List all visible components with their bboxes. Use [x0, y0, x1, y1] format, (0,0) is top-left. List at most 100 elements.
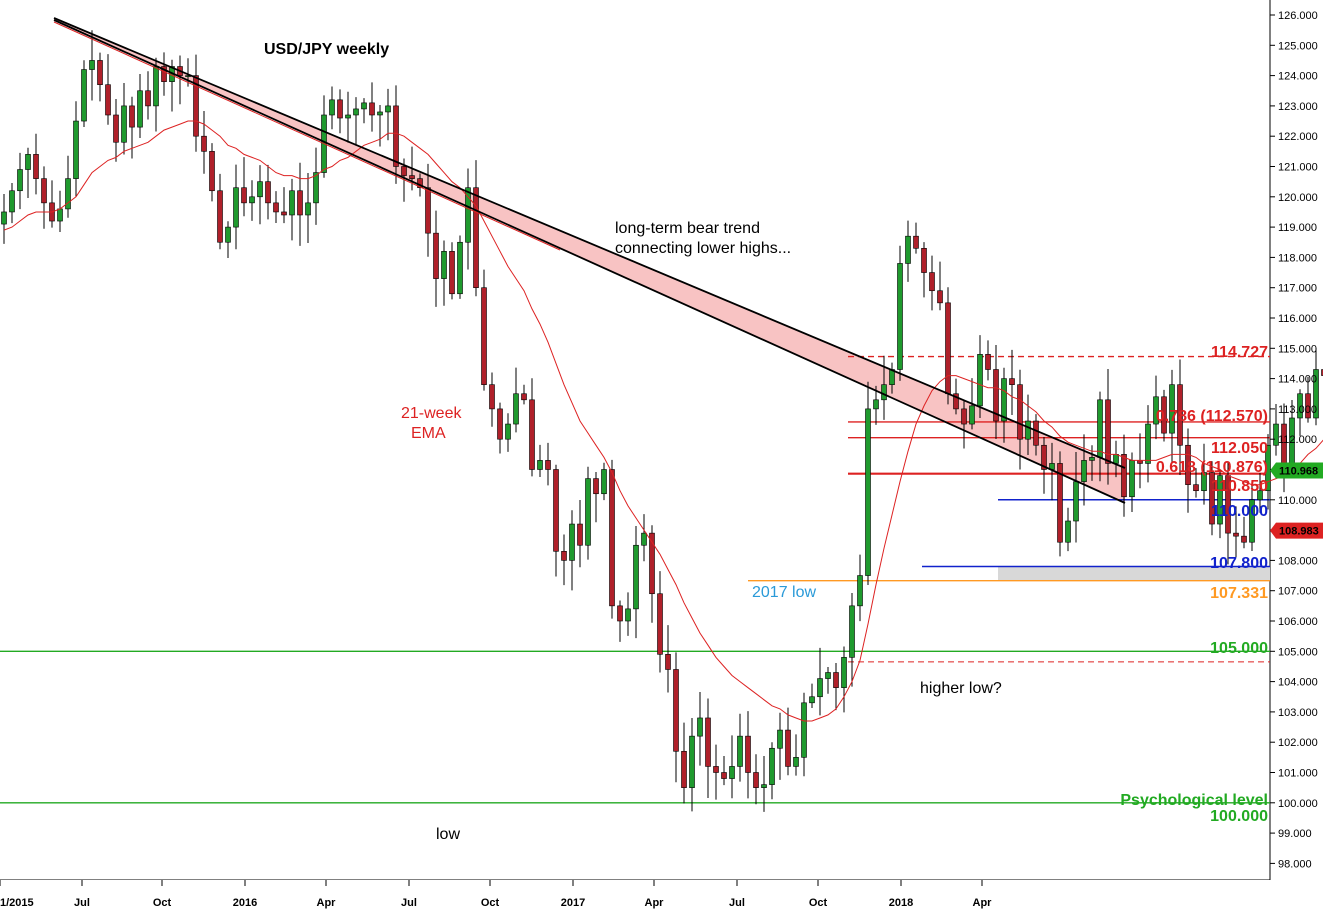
- candle-body: [401, 166, 407, 176]
- candle-body: [393, 105, 399, 167]
- candle-body: [817, 678, 823, 698]
- candle-body: [577, 523, 583, 546]
- candle-body: [1065, 520, 1071, 543]
- candle-body: [1001, 378, 1007, 422]
- candle-body: [697, 717, 703, 737]
- candle-body: [769, 747, 775, 785]
- candle-body: [65, 178, 71, 210]
- candle-body: [9, 190, 15, 213]
- ema-annotation-line2: EMA: [411, 425, 446, 442]
- candle-body: [1153, 396, 1159, 425]
- time-axis-band: [0, 880, 1323, 909]
- candle-body: [457, 241, 463, 295]
- candle-body: [977, 354, 983, 407]
- candle-body: [1201, 472, 1207, 492]
- low-annotation: low: [436, 826, 460, 843]
- candles-layer: [1, 30, 1323, 812]
- candle-body: [681, 750, 687, 788]
- candle-body: [441, 251, 447, 279]
- candle-body: [881, 384, 887, 401]
- price-axis-ticks: 126.000 125.000 124.000 123.000 122.000 121.0…: [1270, 10, 1318, 870]
- candle-body: [761, 784, 767, 788]
- candle-body: [1105, 399, 1111, 464]
- candle-body: [1233, 532, 1239, 537]
- candle-body: [425, 187, 431, 234]
- candle-body: [1129, 460, 1135, 498]
- price-tick-label: 103.000: [1278, 707, 1318, 719]
- candle-body: [1073, 481, 1079, 522]
- candle-body: [1017, 384, 1023, 440]
- candle-body: [273, 202, 279, 213]
- candle-body: [649, 532, 655, 595]
- candle-body: [921, 248, 927, 273]
- candle-body: [265, 181, 271, 204]
- price-tick-label: 108.000: [1278, 555, 1318, 567]
- price-tick-label: 98.000: [1278, 858, 1312, 870]
- candle-body: [137, 90, 143, 128]
- level-label: 100.000: [1210, 808, 1268, 825]
- candle-body: [609, 469, 615, 607]
- candle-body: [1321, 369, 1323, 376]
- candle-body: [25, 154, 31, 170]
- candle-body: [585, 478, 591, 546]
- candle-body: [953, 393, 959, 410]
- price-tick-label: 115.000: [1278, 343, 1317, 355]
- time-tick-label: Jul: [729, 897, 745, 909]
- candle-body: [969, 405, 975, 425]
- candle-body: [289, 190, 295, 216]
- candle-body: [521, 393, 527, 401]
- price-tick-label: 116.000: [1278, 313, 1317, 325]
- candle-body: [625, 608, 631, 622]
- candle-body: [689, 735, 695, 788]
- time-tick-label: 2018: [889, 897, 913, 909]
- candle-body: [601, 469, 607, 495]
- candle-body: [153, 66, 159, 107]
- price-tick-label: 122.000: [1278, 131, 1318, 143]
- candle-body: [329, 99, 335, 116]
- time-tick-label: 2017: [561, 897, 585, 909]
- candle-body: [1033, 420, 1039, 446]
- level-label: 107.800: [1210, 555, 1268, 572]
- level-label: 114.727: [1211, 344, 1268, 361]
- price-tick-label: 123.000: [1278, 101, 1318, 113]
- candle-body: [1209, 472, 1215, 525]
- candle-body: [225, 226, 231, 243]
- low-2017-annotation: 2017 low: [752, 584, 816, 601]
- candle-body: [17, 169, 23, 192]
- candle-body: [833, 672, 839, 688]
- candle-body: [657, 593, 663, 655]
- level-lines-layer: [0, 355, 1270, 804]
- level-label: 105.000: [1210, 640, 1268, 657]
- candle-body: [353, 108, 359, 116]
- candle-body: [1, 211, 7, 225]
- ema-annotation-line1: 21-week: [401, 405, 462, 422]
- candle-body: [705, 717, 711, 767]
- candle-body: [593, 478, 599, 495]
- time-tick-label: Oct: [809, 897, 828, 909]
- time-tick-label: Jul: [74, 897, 90, 909]
- level-label: 110.000: [1211, 503, 1268, 520]
- candle-body: [505, 423, 511, 440]
- price-tick-label: 117.000: [1278, 283, 1317, 295]
- candle-body: [73, 120, 79, 179]
- candle-body: [985, 354, 991, 370]
- candle-body: [1041, 444, 1047, 470]
- candle-body: [1193, 484, 1199, 492]
- candle-body: [1145, 423, 1151, 464]
- candle-body: [825, 672, 831, 679]
- candle-body: [1273, 423, 1279, 446]
- time-tick-label: Jul: [401, 897, 417, 909]
- candle-body: [849, 605, 855, 658]
- price-badge-label: 108.983: [1279, 526, 1319, 538]
- candle-body: [993, 369, 999, 422]
- level-labels: 114.727 0.786 (112.570) 112.050 0.618 (110.…: [1120, 344, 1268, 825]
- price-tick-label: 110.000: [1278, 495, 1317, 507]
- candle-body: [497, 408, 503, 440]
- price-tick-label: 101.000: [1278, 768, 1318, 780]
- candle-body: [297, 190, 303, 216]
- trendline-layer: [53, 17, 1126, 504]
- candle-body: [729, 766, 735, 779]
- candle-body: [1217, 475, 1223, 525]
- price-tick-label: 124.000: [1278, 71, 1318, 83]
